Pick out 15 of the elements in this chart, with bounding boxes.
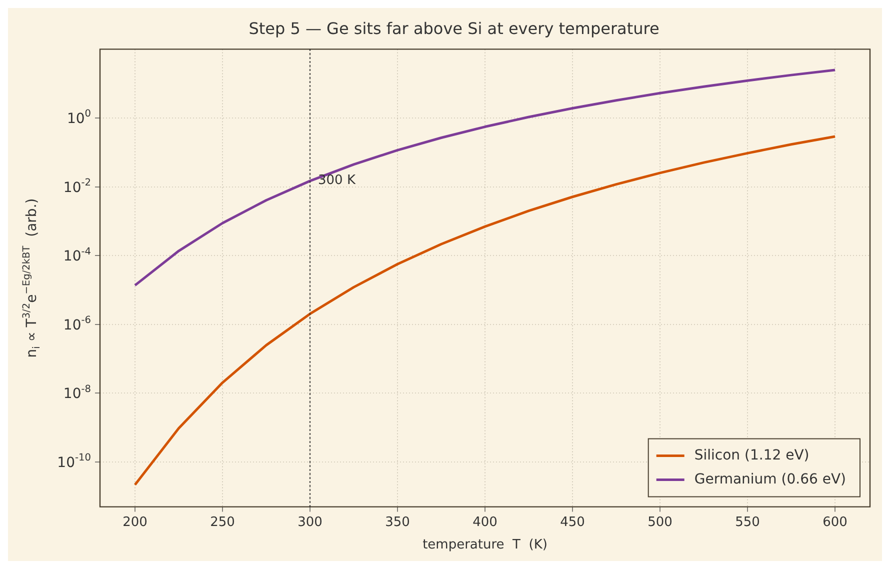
x-tick-label: 200 — [122, 514, 148, 530]
legend-label: Germanium (0.66 eV) — [694, 471, 846, 488]
x-tick-label: 600 — [822, 514, 848, 530]
x-tick-label: 500 — [648, 514, 672, 530]
y-axis-title: ni ∝ T3/2e−Eg/2kBT (arb.) — [22, 198, 42, 358]
x-axis-title: temperature T (K) — [422, 538, 548, 553]
chart-title: Step 5 — Ge sits far above Si at every temperature — [248, 18, 660, 38]
x-tick-label: 550 — [735, 514, 760, 530]
x-tick-label: 400 — [472, 514, 498, 530]
x-tick-label: 450 — [560, 514, 585, 530]
ref-line-label: 300 K — [318, 173, 356, 188]
legend-label: Silicon (1.12 eV) — [694, 447, 810, 464]
x-tick-label: 300 — [298, 514, 322, 530]
x-tick-label: 250 — [210, 514, 235, 530]
x-tick-label: 350 — [385, 514, 410, 530]
